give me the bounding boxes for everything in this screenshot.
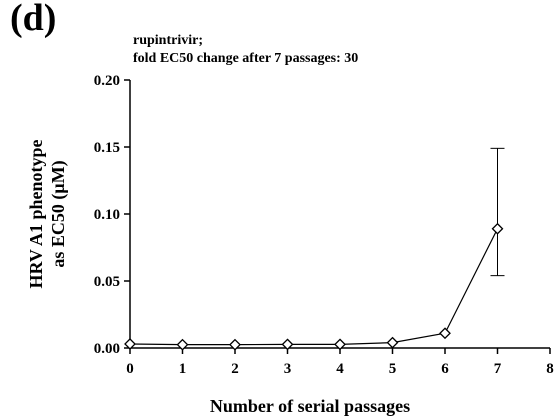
x-tick-label: 7: [494, 361, 502, 377]
data-point: [229, 338, 241, 351]
x-tick-label: 0: [126, 361, 134, 377]
title-line: rupintrivir;: [133, 33, 203, 48]
x-axis-label: Number of serial passages: [210, 396, 410, 416]
y-axis-label: HRV A1 phenotype as EC50 (μM): [26, 139, 69, 288]
data-point: [176, 338, 189, 351]
error-bars: [490, 147, 505, 277]
y-tick-label: 0.05: [94, 274, 120, 290]
x-axis-ticks: 0 1 2 3 4 5 6 7 8: [126, 348, 554, 377]
data-point: [439, 327, 451, 340]
x-tick-label: 6: [441, 361, 449, 377]
data-point: [334, 338, 346, 351]
y-tick-label: 0.15: [94, 140, 120, 156]
x-tick-label: 5: [389, 361, 397, 377]
title-line: fold EC50 change after 7 passages: 30: [133, 51, 358, 66]
x-tick-label: 4: [336, 361, 344, 377]
x-tick-label: 1: [179, 361, 187, 377]
y-tick-label: 0.00: [94, 341, 120, 357]
y-tick-label: 0.20: [94, 73, 120, 89]
panel-label: (d): [10, 0, 57, 39]
data-point: [281, 338, 294, 351]
y-axis-label-line: HRV A1 phenotype: [26, 139, 46, 288]
x-tick-label: 2: [231, 361, 239, 377]
y-tick-label: 0.10: [94, 207, 120, 223]
data-point: [386, 336, 399, 349]
chart-title: rupintrivir; fold EC50 change after 7 pas…: [133, 33, 358, 66]
x-tick-label: 8: [546, 361, 554, 377]
y-axis-label-line: as EC50 (μM): [48, 160, 69, 267]
x-tick-label: 3: [284, 361, 292, 377]
axes: [129, 80, 550, 349]
data-point: [491, 222, 504, 235]
data-point: [124, 338, 136, 350]
y-axis-ticks: 0.00 0.05 0.10 0.15 0.20: [94, 73, 130, 357]
series: [124, 222, 504, 351]
series-line: [129, 228, 499, 346]
